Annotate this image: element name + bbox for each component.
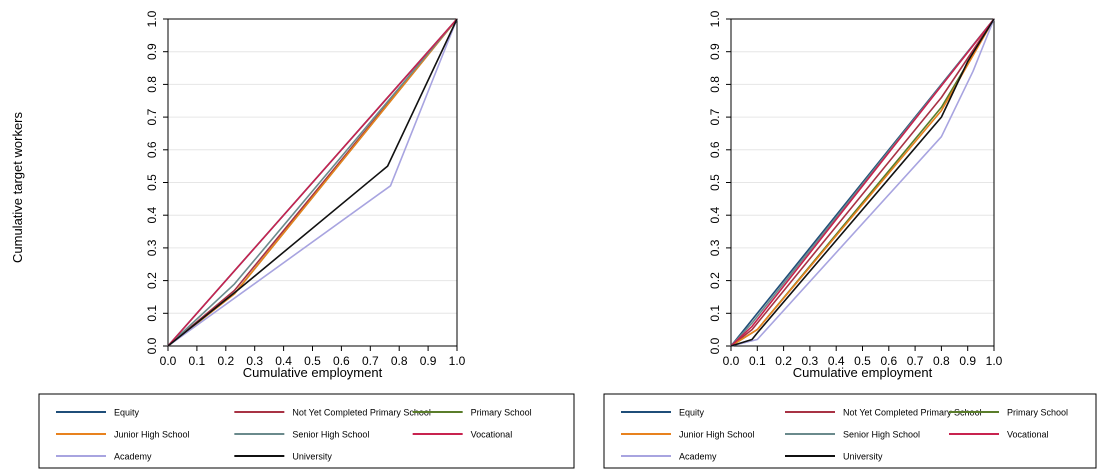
series-line-university [167,18,458,347]
x-tick-label: 0.3 [246,354,263,368]
x-tick-label: 0.6 [333,354,350,368]
y-tick-label: 0.7 [145,108,159,125]
legend-label: University [292,452,332,462]
y-tick-label: 0.5 [145,174,159,191]
y-tick-label: 1.0 [145,10,159,27]
legend-label: Junior High School [679,430,755,440]
legend-label: Equity [114,408,140,418]
y-tick-label: 0.8 [145,76,159,93]
x-tick-label: 0.2 [217,354,234,368]
x-axis-label: Cumulative employment [793,365,933,380]
y-tick-label: 0.2 [708,272,722,289]
legend-label: Academy [114,452,152,462]
x-tick-label: 0.2 [775,354,792,368]
y-tick-label: 0.1 [708,305,722,322]
x-tick-label: 1.0 [986,354,1003,368]
x-tick-label: 0.7 [362,354,379,368]
y-tick-label: 1.0 [708,10,722,27]
legend-label: Not Yet Completed Primary School [843,408,982,418]
y-tick-label: 0.8 [708,76,722,93]
x-tick-label: 0.1 [189,354,206,368]
x-tick-label: 0.7 [907,354,924,368]
legend-box [38,393,575,469]
y-tick-label: 0.5 [708,174,722,191]
y-tick-label: 0.9 [145,43,159,60]
x-axis-label: Cumulative employment [243,365,383,380]
legend-label: Not Yet Completed Primary School [292,408,431,418]
legend-label: Primary School [471,408,532,418]
legend-label: Academy [679,452,717,462]
legend-label: Vocational [471,430,513,440]
x-tick-label: 1.0 [449,354,466,368]
legend-label: Vocational [1007,430,1049,440]
x-tick-label: 0.4 [275,354,292,368]
x-tick-label: 0.1 [749,354,766,368]
series-line-senior-high-school [167,18,458,347]
y-tick-label: 0.7 [708,108,722,125]
legend-label: Primary School [1007,408,1068,418]
series-line-academy [167,18,458,347]
x-tick-label: 0.0 [723,354,740,368]
x-tick-label: 0.6 [880,354,897,368]
legend-label: University [843,452,883,462]
y-tick-label: 0.6 [145,141,159,158]
y-tick-label: 0.0 [708,337,722,354]
y-tick-label: 0.1 [145,305,159,322]
chart-panel-1: 0.0 0.1 0.2 0.3 0.4 0.5 0.6 0.7 0.8 0.9 1.0 0.0 0.1 0… [10,10,575,469]
y-tick-label: 0.0 [145,337,159,354]
series-line-vocational [167,18,458,347]
series-line-junior-high-school [730,18,995,347]
legend-label: Senior High School [292,430,369,440]
x-tick-label: 0.9 [420,354,437,368]
y-tick-label: 0.6 [708,141,722,158]
x-tick-label: 0.4 [828,354,845,368]
y-tick-label: 0.9 [708,43,722,60]
x-tick-label: 0.3 [802,354,819,368]
x-tick-label: 0.8 [391,354,408,368]
y-axis-label: Cumulative target workers [10,112,25,263]
x-tick-label: 0.8 [933,354,950,368]
x-tick-label: 0.5 [854,354,871,368]
series-line-academy [730,18,995,347]
y-tick-label: 0.3 [145,239,159,256]
y-tick-label: 0.4 [145,207,159,224]
legend-box [603,393,1097,469]
legend-label: Junior High School [114,430,190,440]
y-tick-label: 0.3 [708,239,722,256]
series-line-vocational [730,18,995,347]
series-line-not-yet-completed-primary-school [730,18,995,347]
series-line-university [730,18,995,347]
y-tick-label: 0.4 [708,207,722,224]
x-tick-label: 0.0 [160,354,177,368]
legend-label: Senior High School [843,430,920,440]
chart-panel-2: 0.0 0.1 0.2 0.3 0.4 0.5 0.6 0.7 0.8 0.9 1.0 0.0 0.1 0… [603,10,1097,469]
legend-label: Equity [679,408,705,418]
y-tick-label: 0.2 [145,272,159,289]
x-tick-label: 0.5 [304,354,321,368]
x-tick-label: 0.9 [959,354,976,368]
